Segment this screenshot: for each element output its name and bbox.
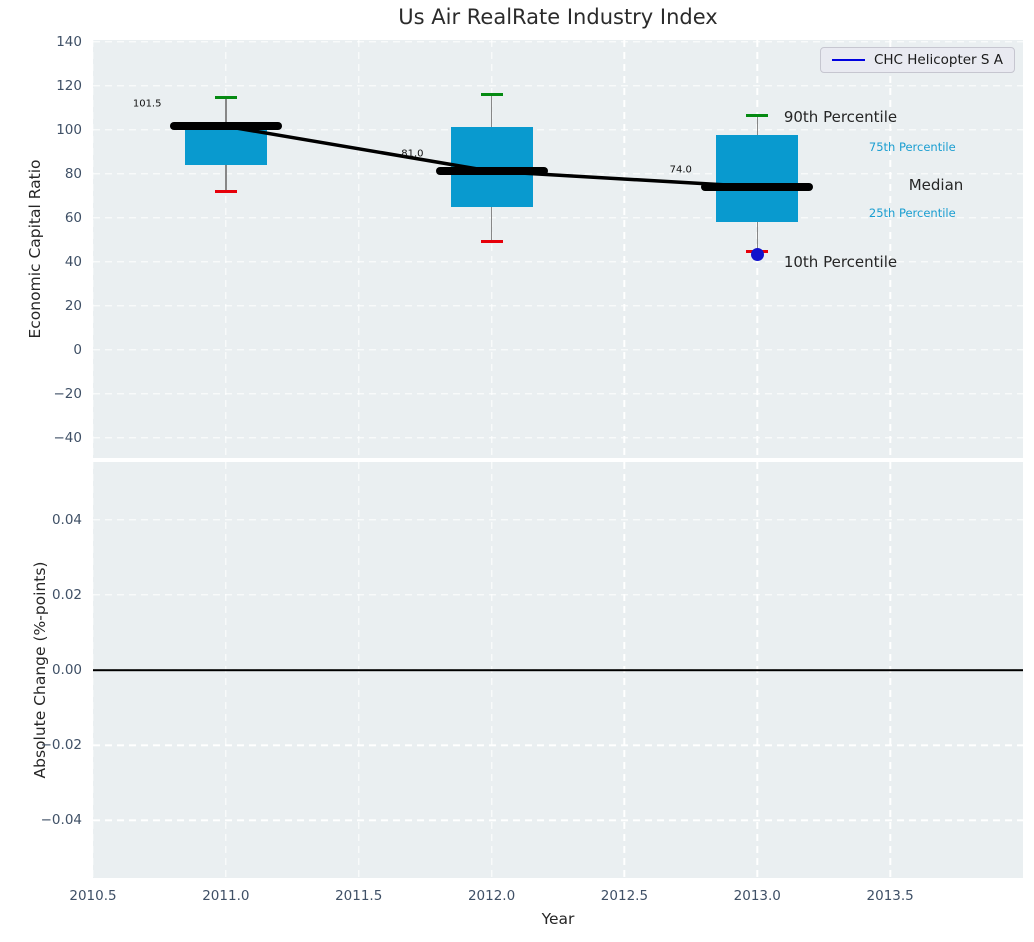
gridline-horizontal — [93, 819, 1023, 822]
top-y-tick-label: 80 — [64, 165, 82, 182]
gridline-horizontal — [93, 744, 1023, 746]
gridline-horizontal — [93, 84, 1023, 87]
bottom-y-tick-label: 0.00 — [51, 662, 82, 678]
gridline-vertical — [358, 40, 360, 458]
median-value-label: 74.0 — [669, 164, 692, 176]
top-y-tick-label: 60 — [64, 209, 82, 226]
bottom-y-tick-label: 0.04 — [51, 511, 82, 528]
p90-whisker-cap — [480, 92, 503, 96]
top-y-tick-label: 120 — [56, 77, 82, 94]
legend-label: CHC Helicopter S A — [873, 52, 1003, 68]
zero-baseline — [93, 669, 1023, 671]
p90-whisker-cap — [746, 113, 769, 117]
median-bar — [701, 182, 814, 191]
chart-title: Us Air RealRate Industry Index — [398, 5, 718, 29]
gridline-horizontal — [93, 304, 1023, 307]
gridline-vertical — [623, 40, 626, 458]
annotation-10th-percentile: 10th Percentile — [783, 252, 898, 271]
x-tick-label: 2013.0 — [733, 888, 781, 904]
gridline-horizontal — [93, 594, 1023, 596]
x-tick-label: 2013.5 — [866, 888, 914, 904]
annotation-median: Median — [908, 175, 964, 194]
gridline-horizontal — [93, 518, 1023, 521]
bottom-y-tick-label: −0.02 — [40, 737, 82, 754]
top-y-tick-label: 0 — [73, 341, 82, 358]
legend: CHC Helicopter S A — [819, 47, 1015, 73]
company-data-point — [750, 248, 764, 262]
median-value-label: 81.0 — [401, 148, 424, 160]
top-y-tick-label: 140 — [56, 33, 82, 50]
gridline-vertical — [92, 40, 94, 458]
x-tick-label: 2012.5 — [600, 888, 649, 904]
gridline-horizontal — [93, 436, 1023, 439]
bottom-axes: 0.04 0.02 0.00 −0.02 −0.04 2010.5 2011.0 2011.5… — [41, 462, 1023, 904]
x-tick-label: 2011.5 — [335, 888, 383, 904]
iqr-box — [716, 135, 799, 222]
gridline-horizontal — [93, 260, 1023, 263]
p10-whisker-cap — [480, 240, 503, 244]
iqr-box — [184, 127, 267, 165]
median-value-label: 101.5 — [132, 98, 162, 110]
top-y-tick-label: 20 — [64, 297, 82, 314]
median-bar — [435, 167, 548, 176]
annotation-25th-percentile: 25th Percentile — [868, 206, 956, 221]
annotation-75th-percentile: 75th Percentile — [868, 140, 956, 155]
top-axes: CHC Helicopter S A 140 120 100 80 60 40 20 0 −20… — [54, 34, 1023, 458]
p90-whisker-cap — [214, 96, 237, 100]
median-bar — [169, 122, 282, 131]
x-tick-label: 2011.0 — [202, 888, 250, 904]
p10-whisker-cap — [214, 189, 237, 193]
bottom-y-tick-label: 0.02 — [51, 586, 82, 603]
top-y-tick-label: 100 — [56, 121, 82, 138]
gridline-horizontal — [93, 40, 1023, 43]
gridline-vertical — [490, 40, 493, 458]
annotation-90th-percentile: 90th Percentile — [783, 108, 898, 127]
x-axis-label: Year — [541, 910, 575, 928]
gridline-horizontal — [93, 392, 1023, 395]
bottom-y-tick-label: −0.04 — [40, 812, 82, 829]
gridline-horizontal — [93, 216, 1023, 219]
top-y-axis-label: Economic Capital Ratio — [26, 159, 44, 339]
gridline-horizontal — [93, 128, 1023, 131]
legend-line-sample-icon — [831, 58, 865, 62]
x-tick-label: 2010.5 — [69, 888, 117, 904]
top-y-tick-label: 40 — [64, 253, 82, 270]
x-tick-label: 2012.0 — [467, 888, 516, 904]
median-trend-line — [225, 124, 758, 189]
top-y-tick-label: −40 — [53, 429, 83, 446]
top-y-tick-label: −20 — [53, 385, 83, 402]
gridline-vertical — [225, 40, 227, 458]
gridline-horizontal — [93, 348, 1023, 351]
gridline-vertical — [889, 40, 891, 458]
